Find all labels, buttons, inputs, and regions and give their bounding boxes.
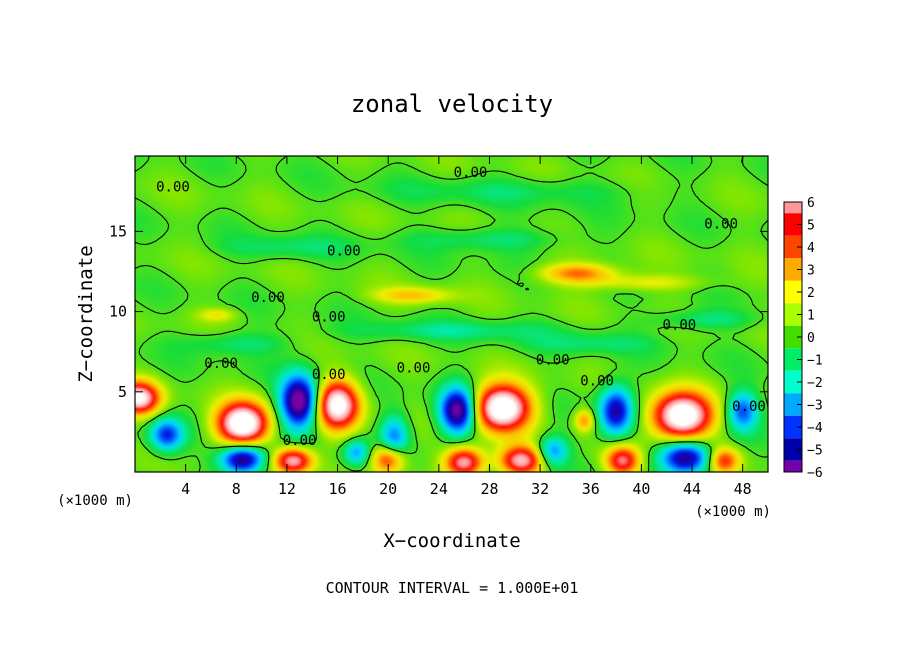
- chart-title: zonal velocity: [351, 90, 553, 118]
- colorbar-swatch: [784, 460, 802, 472]
- colorbar-swatch: [784, 393, 802, 416]
- x-tick-label: 44: [683, 480, 701, 498]
- contour-label: 0.00: [312, 309, 346, 325]
- colorbar-swatch: [784, 258, 802, 281]
- colorbar-tick-label: −4: [807, 421, 823, 436]
- contour-label: 0.00: [283, 433, 317, 449]
- x-axis-unit-label: (×1000 m): [695, 504, 771, 520]
- contour-label: 0.00: [536, 353, 570, 369]
- x-tick-label: 40: [632, 480, 650, 498]
- contour-label: 0.00: [204, 356, 238, 372]
- colorbar-swatch: [784, 438, 802, 461]
- colorbar-tick-label: −3: [807, 399, 823, 414]
- colorbar-tick-label: 2: [807, 286, 815, 301]
- x-tick-label: 24: [430, 480, 448, 498]
- x-tick-label: 32: [531, 480, 549, 498]
- x-axis-ticks: 4 8 12 16 20 24 28 32 36 40 44 48: [181, 156, 752, 498]
- x-tick-label: 8: [232, 480, 241, 498]
- colorbar-tick-label: −1: [807, 354, 823, 369]
- x-origin-unit-label: (×1000 m): [57, 493, 133, 509]
- x-tick-label: 20: [379, 480, 397, 498]
- zero-contour-path: [134, 155, 769, 473]
- colorbar-swatch: [784, 348, 802, 371]
- colorbar-tick-label: 5: [807, 219, 815, 234]
- y-tick-label: 5: [118, 383, 127, 401]
- contour-interval-note: CONTOUR INTERVAL = 1.000E+01: [326, 579, 579, 597]
- contour-label: 0.00: [732, 399, 766, 415]
- contour-label: 0.00: [397, 361, 431, 377]
- plot-area: 0.00 0.00 0.00 0.00 0.00 0.00 0.00 0.00 0.00 0.00…: [134, 155, 769, 473]
- colorbar-tick-label: 0: [807, 331, 815, 346]
- colorbar-swatch: [784, 235, 802, 259]
- y-tick-label: 15: [109, 222, 127, 240]
- colorbar-tick-label: 3: [807, 264, 815, 279]
- y-axis-label: Z−coordinate: [75, 245, 97, 382]
- plot-frame: [134, 155, 769, 473]
- zero-contour-lines: [134, 155, 769, 473]
- colorbar-swatch: [784, 202, 802, 214]
- contour-label: 0.00: [454, 165, 488, 181]
- colorbar-swatch: [784, 370, 802, 394]
- contour-label: 0.00: [580, 374, 614, 390]
- colorbar-swatch: [784, 213, 802, 236]
- colorbar-tick-label: −5: [807, 444, 823, 459]
- velocity-field: [135, 156, 768, 472]
- contour-label: 0.00: [704, 216, 738, 232]
- contour-label: 0.00: [663, 317, 697, 333]
- colorbar-swatch: [784, 280, 802, 304]
- x-tick-label: 16: [329, 480, 347, 498]
- colorbar: 6 5 4 3 2 1 0 −1 −2 −3 −4 −5 −6: [783, 196, 823, 481]
- x-tick-label: 48: [734, 480, 752, 498]
- colorbar-tick-label: 4: [807, 241, 815, 256]
- x-tick-label: 12: [278, 480, 296, 498]
- contour-label: 0.00: [251, 290, 285, 306]
- colorbar-tick-label: −6: [807, 466, 823, 481]
- colorbar-swatch: [784, 415, 802, 439]
- x-tick-label: 28: [480, 480, 498, 498]
- contour-label: 0.00: [327, 244, 361, 260]
- y-axis-ticks: 5 10 15: [109, 222, 768, 401]
- x-tick-label: 36: [582, 480, 600, 498]
- colorbar-tick-label: 6: [807, 196, 815, 211]
- y-tick-label: 10: [109, 303, 127, 321]
- x-tick-label: 4: [181, 480, 190, 498]
- colorbar-tick-label: 1: [807, 309, 815, 324]
- colorbar-tick-label: −2: [807, 376, 823, 391]
- contour-label: 0.00: [156, 179, 190, 195]
- colorbar-swatch: [784, 325, 802, 349]
- colorbar-swatch: [784, 303, 802, 326]
- contour-labels: 0.00 0.00 0.00 0.00 0.00 0.00 0.00 0.00 0.00 0.00…: [156, 165, 766, 449]
- x-axis-label: X−coordinate: [383, 530, 520, 552]
- contour-label: 0.00: [312, 367, 346, 383]
